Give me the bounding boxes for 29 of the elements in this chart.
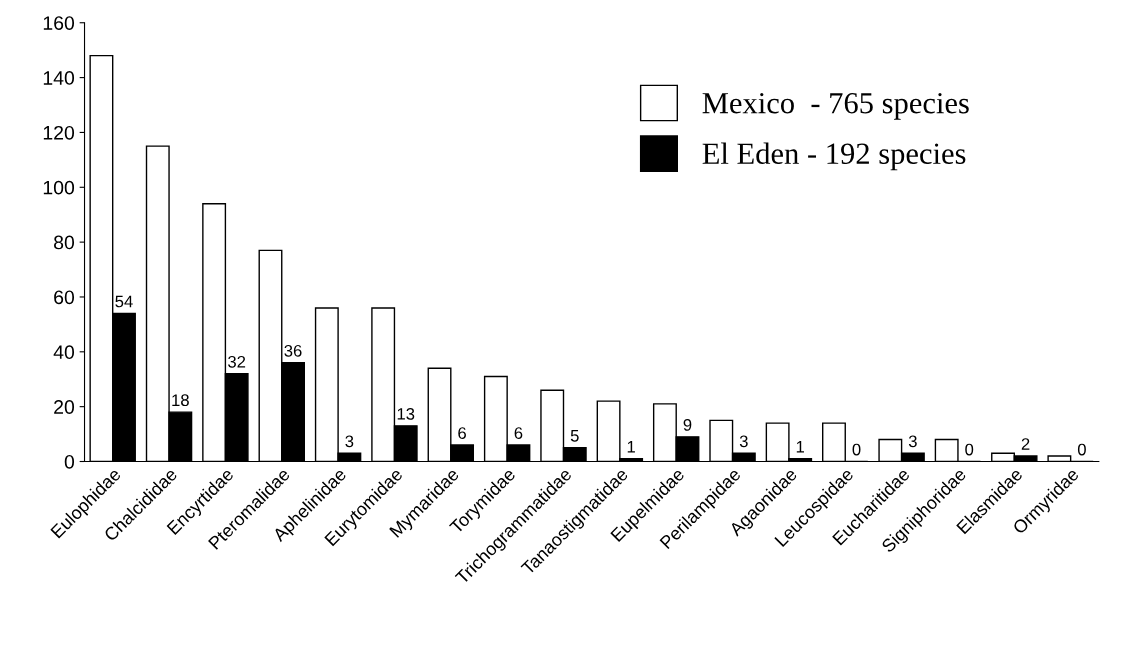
- data-label: 0: [1077, 443, 1086, 456]
- data-label: 54: [115, 295, 133, 308]
- legend-label: Mexico - 765 species: [702, 92, 969, 120]
- y-tick-label: 140: [43, 71, 75, 85]
- data-label: 18: [172, 394, 189, 407]
- data-label: 6: [514, 427, 523, 439]
- y-tick-label: 60: [54, 290, 75, 305]
- data-label: 9: [683, 418, 692, 431]
- y-tick-label: 160: [43, 16, 75, 30]
- data-label: 5: [570, 430, 579, 442]
- data-label: 0: [852, 443, 861, 456]
- data-label: 36: [284, 344, 302, 357]
- data-label: 6: [458, 427, 466, 439]
- data-label: 0: [965, 443, 974, 456]
- y-tick-label: 80: [54, 235, 75, 250]
- y-tick-label: 40: [53, 345, 75, 360]
- data-label: 3: [908, 435, 917, 448]
- legend-label: El Eden - 192 species: [702, 142, 966, 171]
- data-label: 1: [627, 441, 635, 453]
- data-label: 3: [739, 435, 748, 448]
- data-label: 2: [1021, 438, 1030, 450]
- y-tick-label: 20: [54, 400, 75, 414]
- data-label: 3: [345, 435, 354, 448]
- y-tick-label: 100: [43, 180, 75, 195]
- data-label: 13: [397, 407, 415, 420]
- data-label: 1: [796, 441, 804, 453]
- data-label: 32: [228, 355, 246, 368]
- y-tick-label: 0: [64, 454, 75, 469]
- y-tick-label: 120: [43, 125, 75, 140]
